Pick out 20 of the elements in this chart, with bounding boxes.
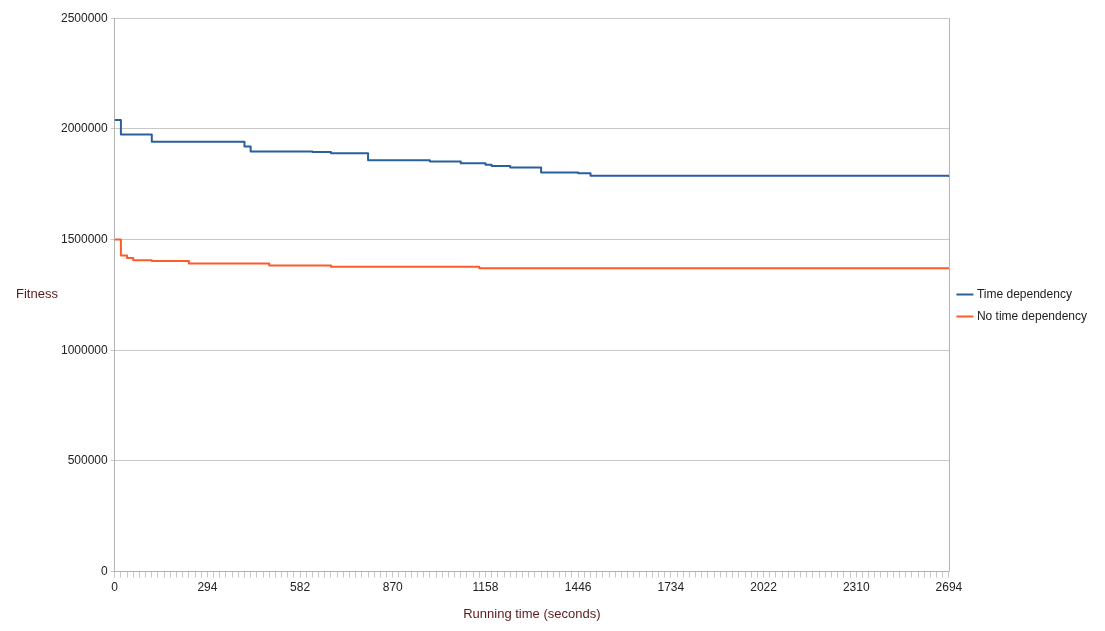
y-tick-label: 1000000 (61, 342, 109, 357)
x-tick-label: 0 (111, 580, 119, 595)
x-tick-label: 870 (382, 580, 404, 595)
y-tick-label: 2000000 (61, 121, 109, 136)
x-tick-label: 2022 (750, 580, 778, 595)
y-tick-label: 500000 (67, 453, 109, 468)
legend-label: No time dependency (976, 308, 1088, 323)
x-tick-label: 2694 (935, 580, 963, 595)
y-axis-title: Fitness (16, 286, 59, 302)
x-tick-label: 1734 (657, 580, 685, 595)
y-tick-label: 0 (101, 563, 109, 578)
y-tick-label: 1500000 (61, 231, 109, 246)
x-tick-label: 582 (290, 580, 311, 595)
x-tick-label: 2310 (842, 580, 870, 595)
x-tick-label: 294 (197, 580, 218, 595)
x-tick-label: 1446 (564, 580, 592, 595)
y-tick-label: 2500000 (61, 10, 109, 25)
legend-label: Time dependency (976, 286, 1072, 301)
x-axis-title: Running time (seconds) (463, 606, 601, 622)
x-tick-label: 1158 (472, 580, 499, 595)
